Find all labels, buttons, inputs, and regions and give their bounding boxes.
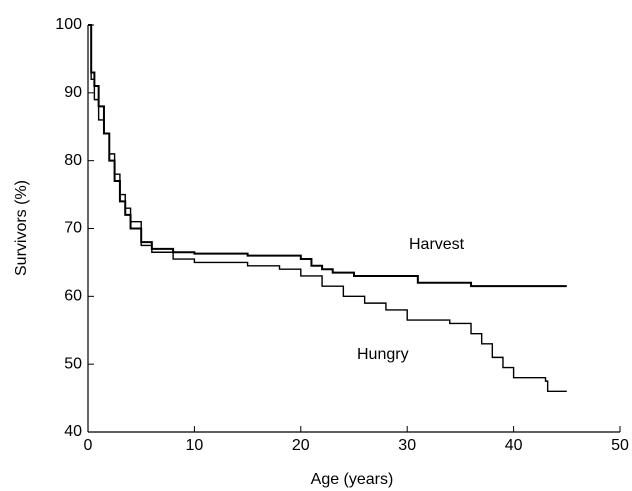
y-tick-label: 60 bbox=[64, 288, 82, 305]
x-tick-label: 50 bbox=[611, 437, 629, 454]
y-tick-label: 50 bbox=[64, 355, 82, 372]
x-tick-label: 30 bbox=[398, 437, 416, 454]
x-axis-label: Age (years) bbox=[311, 471, 394, 488]
series-line bbox=[88, 24, 567, 288]
y-tick-label: 80 bbox=[64, 152, 82, 169]
y-tick-label: 90 bbox=[64, 84, 82, 101]
y-tick-label: 40 bbox=[64, 423, 82, 440]
y-axis-label: Survivors (%) bbox=[13, 180, 30, 276]
x-tick-label: 20 bbox=[292, 437, 310, 454]
x-tick-label: 0 bbox=[84, 437, 93, 454]
x-tick-label: 10 bbox=[186, 437, 204, 454]
series-line bbox=[88, 24, 567, 392]
y-tick-label: 100 bbox=[55, 16, 82, 33]
y-tick-label: 70 bbox=[64, 220, 82, 237]
series-label: Hungry bbox=[357, 346, 409, 363]
series-label: Harvest bbox=[409, 236, 465, 253]
x-tick-label: 40 bbox=[505, 437, 523, 454]
